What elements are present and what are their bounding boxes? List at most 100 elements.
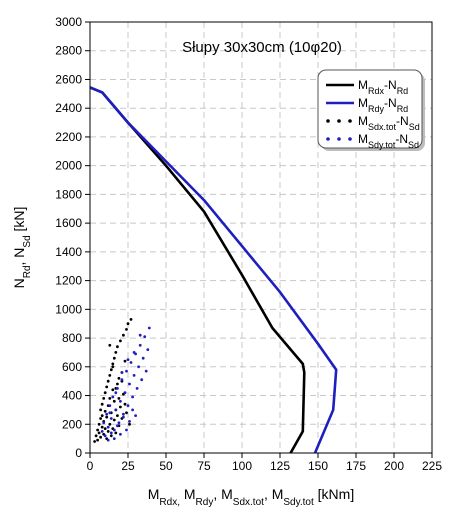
series-line-0 [89, 86, 306, 454]
data-point [93, 440, 96, 443]
y-tick-label: 1200 [55, 274, 82, 288]
data-point [119, 339, 122, 343]
data-point [138, 343, 142, 347]
data-point [119, 405, 122, 409]
data-point [131, 395, 135, 399]
data-point [132, 351, 136, 354]
data-point [116, 387, 119, 390]
data-point [100, 430, 104, 433]
data-point [96, 438, 99, 442]
legend-dot-swatch [348, 119, 352, 123]
legend-label: MSdy.tot-NSd [358, 132, 419, 150]
data-point [114, 391, 118, 395]
data-point [140, 378, 144, 382]
series-layer [89, 86, 338, 454]
x-tick-label: 75 [197, 459, 211, 473]
legend-box [317, 69, 423, 149]
axis-ticks: 0 25 50 75 100 125 150 175 200 225 0 200 400 600 800 10… [55, 15, 442, 473]
data-point [103, 427, 107, 430]
data-point [108, 374, 112, 377]
y-tick-label: 2600 [55, 72, 82, 86]
data-point [105, 415, 109, 419]
data-point [129, 318, 133, 321]
series-line-1 [89, 86, 338, 454]
data-point [112, 418, 116, 422]
y-tick-label: 2400 [55, 101, 82, 115]
data-point [103, 409, 107, 413]
legend-dot-swatch [326, 119, 330, 123]
data-point [134, 414, 138, 417]
data-point [105, 412, 109, 416]
data-point [106, 438, 110, 442]
x-tick-label: 25 [121, 459, 135, 473]
x-tick-label: 225 [422, 459, 442, 473]
data-point [99, 417, 102, 420]
data-point [132, 374, 136, 377]
y-tick-label: 1800 [55, 187, 82, 201]
data-point [111, 365, 115, 369]
data-point [94, 434, 98, 438]
legend-dot-swatch [337, 137, 341, 141]
legend-dot-swatch [337, 119, 341, 123]
data-point [128, 382, 131, 386]
data-point [114, 408, 118, 412]
data-point [147, 326, 151, 330]
data-point [122, 415, 125, 419]
data-point [128, 422, 131, 426]
data-point [144, 369, 148, 373]
data-point [119, 432, 122, 436]
data-point [108, 422, 112, 426]
data-point [120, 378, 124, 382]
data-point [117, 397, 121, 400]
y-tick-label: 600 [62, 360, 82, 374]
y-tick-label: 2000 [55, 159, 82, 173]
x-tick-label: 100 [232, 459, 252, 473]
data-point [123, 402, 127, 406]
data-point [102, 421, 106, 425]
series-points-3 [100, 326, 151, 442]
y-tick-label: 2200 [55, 130, 82, 144]
data-point [128, 420, 131, 423]
data-point [112, 428, 116, 432]
data-point [122, 412, 125, 416]
data-point [99, 435, 102, 439]
data-point [112, 356, 116, 360]
data-point [105, 385, 109, 389]
data-point [109, 417, 113, 420]
y-tick-label: 800 [62, 331, 82, 345]
data-point [116, 345, 119, 349]
data-point [114, 351, 118, 354]
data-point [126, 358, 130, 361]
legend-dot-swatch [326, 137, 330, 141]
x-tick-label: 125 [270, 459, 290, 473]
data-point [108, 404, 112, 407]
data-point [125, 369, 128, 373]
data-point [123, 359, 127, 363]
data-point [116, 424, 119, 428]
x-tick-label: 175 [346, 459, 366, 473]
y-tick-label: 0 [75, 446, 82, 460]
data-point [117, 421, 121, 425]
y-tick-label: 200 [62, 417, 82, 431]
data-point [106, 379, 110, 383]
y-tick-label: 3000 [55, 15, 82, 29]
y-tick-label: 400 [62, 389, 82, 403]
data-point [114, 431, 118, 435]
data-point [137, 365, 141, 369]
x-tick-label: 50 [159, 459, 173, 473]
x-axis-label: MRdx, MRdy, MSdx.tot, MSdy.tot [kNm] [148, 486, 354, 508]
data-point [106, 425, 110, 429]
data-point [97, 422, 101, 426]
data-point [126, 404, 130, 407]
data-point [112, 437, 116, 440]
data-point [116, 414, 119, 417]
data-point [100, 414, 104, 417]
legend-dot-swatch [348, 137, 352, 141]
legend-label: MRdx-NRd [358, 78, 408, 96]
data-point [111, 395, 115, 399]
data-point [146, 348, 150, 351]
data-point [100, 425, 104, 429]
data-point [122, 333, 125, 337]
